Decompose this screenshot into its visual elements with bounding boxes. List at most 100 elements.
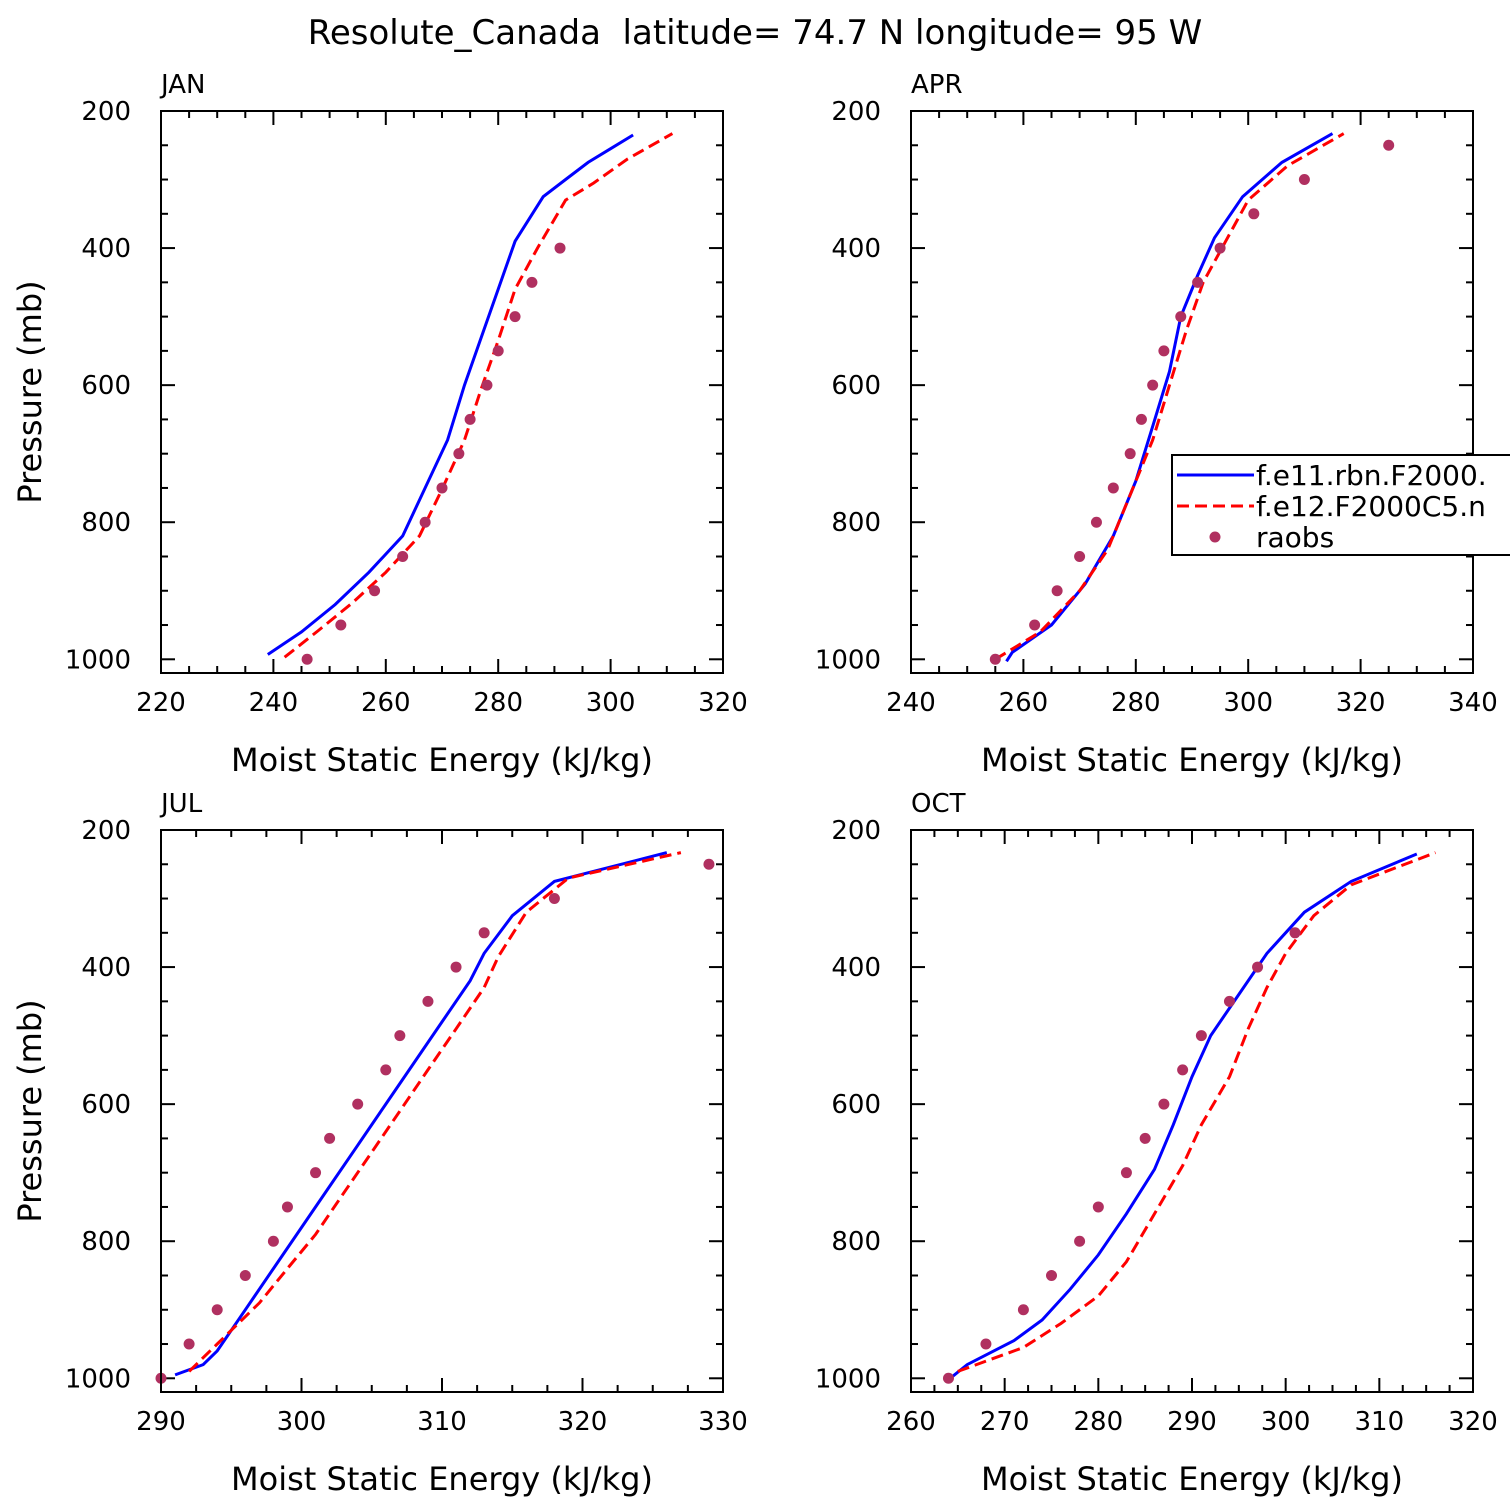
x-tick-label: 280 <box>1111 688 1161 718</box>
y-axis-label: Pressure (mb) <box>11 999 49 1222</box>
x-tick-label: 300 <box>1223 688 1273 718</box>
x-tick-label: 330 <box>698 1407 748 1437</box>
x-tick-label: 300 <box>277 1407 327 1437</box>
raobs-point <box>394 1030 406 1042</box>
raobs-point <box>1124 448 1136 460</box>
y-tick-label: 1000 <box>65 1364 131 1394</box>
raobs-point <box>310 1167 322 1179</box>
x-tick-label: 280 <box>473 688 523 718</box>
series-line-e11 <box>174 851 668 1377</box>
raobs-point <box>980 1338 992 1350</box>
panel-title: JUL <box>159 789 203 819</box>
raobs-point <box>1298 174 1310 186</box>
y-tick-label: 1000 <box>815 645 881 675</box>
y-axis-label: Pressure (mb) <box>11 280 49 503</box>
figure-title: Resolute_Canada latitude= 74.7 N longitu… <box>308 13 1202 53</box>
y-tick-label: 800 <box>831 508 881 538</box>
legend-label: f.e12.F2000C5.n <box>1256 490 1486 523</box>
raobs-point <box>1192 276 1204 288</box>
raobs-point <box>211 1304 223 1316</box>
x-tick-label: 340 <box>1448 688 1498 718</box>
x-axis-label: Moist Static Energy (kJ/kg) <box>981 1460 1403 1498</box>
legend-label: f.e11.rbn.F2000. <box>1256 459 1487 492</box>
series-line-e11 <box>266 133 634 656</box>
y-tick-label: 400 <box>831 234 881 264</box>
raobs-point <box>380 1064 392 1076</box>
raobs-point <box>301 653 313 665</box>
raobs-point <box>478 927 490 939</box>
raobs-point <box>183 1338 195 1350</box>
x-axis-label: Moist Static Energy (kJ/kg) <box>231 741 653 779</box>
x-tick-label: 270 <box>980 1407 1030 1437</box>
raobs-point <box>1029 619 1041 631</box>
y-tick-label: 200 <box>831 97 881 127</box>
x-tick-label: 320 <box>558 1407 608 1437</box>
raobs-point <box>1383 139 1395 151</box>
raobs-point <box>1074 1235 1086 1247</box>
series-line-e11 <box>1005 132 1334 663</box>
raobs-point <box>1214 242 1226 254</box>
raobs-point <box>1289 927 1301 939</box>
raobs-point <box>1135 413 1147 425</box>
plot-frame <box>160 829 724 1393</box>
raobs-point <box>942 1372 954 1384</box>
x-tick-label: 300 <box>586 688 636 718</box>
plot-frame <box>160 110 724 674</box>
raobs-point <box>1158 1098 1170 1110</box>
raobs-point <box>1139 1132 1151 1144</box>
y-tick-label: 200 <box>81 816 131 846</box>
raobs-point <box>419 516 431 528</box>
panel-jan: 220 240 260 280 300 320 200 400 600 800 1000 Moist … <box>11 70 748 779</box>
raobs-point <box>481 379 493 391</box>
raobs-point <box>1046 1269 1057 1281</box>
raobs-point <box>554 242 566 254</box>
panel-title: JAN <box>159 70 205 100</box>
plot-frame <box>910 829 1474 1393</box>
raobs-point <box>1107 482 1119 494</box>
x-tick-label: 290 <box>1167 1407 1217 1437</box>
x-tick-label: 280 <box>1074 1407 1124 1437</box>
x-axis-label: Moist Static Energy (kJ/kg) <box>981 741 1403 779</box>
raobs-point <box>1158 345 1170 357</box>
series-line-e12 <box>188 851 682 1373</box>
y-tick-label: 600 <box>831 371 881 401</box>
y-tick-label: 400 <box>81 953 131 983</box>
raobs-point <box>1120 1167 1132 1179</box>
raobs-point <box>1051 585 1063 597</box>
legend-marker-raobs <box>1209 531 1221 543</box>
raobs-point <box>509 311 521 323</box>
raobs-point <box>397 550 409 562</box>
raobs-point <box>1175 311 1187 323</box>
x-axis-label: Moist Static Energy (kJ/kg) <box>231 1460 653 1498</box>
y-tick-label: 1000 <box>65 645 131 675</box>
raobs-point <box>281 1201 293 1213</box>
x-tick-label: 240 <box>249 688 299 718</box>
raobs-point <box>1177 1064 1189 1076</box>
y-tick-label: 600 <box>831 1090 881 1120</box>
x-tick-label: 260 <box>999 688 1049 718</box>
legend-frame <box>1171 454 1510 556</box>
raobs-point <box>1147 379 1159 391</box>
raobs-point <box>548 893 560 905</box>
panel-apr: 240 260 280 300 320 340 200 400 600 800 1000 Moist … <box>815 70 1498 779</box>
plot-frame <box>910 110 1474 674</box>
y-tick-label: 800 <box>831 1227 881 1257</box>
raobs-point <box>703 858 715 870</box>
raobs-point <box>267 1235 279 1247</box>
x-tick-label: 220 <box>136 688 186 718</box>
legend-label: raobs <box>1256 521 1334 554</box>
y-tick-label: 200 <box>81 97 131 127</box>
y-tick-label: 1000 <box>815 1364 881 1394</box>
y-tick-label: 400 <box>831 953 881 983</box>
x-tick-label: 320 <box>1336 688 1386 718</box>
raobs-point <box>450 961 462 973</box>
raobs-point <box>369 585 381 597</box>
plot-area <box>947 851 1437 1381</box>
raobs-point <box>1223 995 1235 1007</box>
series-line-e11 <box>947 852 1418 1381</box>
panel-oct: 260 270 280 290 300 310 320 200 400 600 800 1000 Moi… <box>815 789 1498 1498</box>
y-tick-label: 200 <box>831 816 881 846</box>
series-line-e12 <box>994 132 1345 661</box>
